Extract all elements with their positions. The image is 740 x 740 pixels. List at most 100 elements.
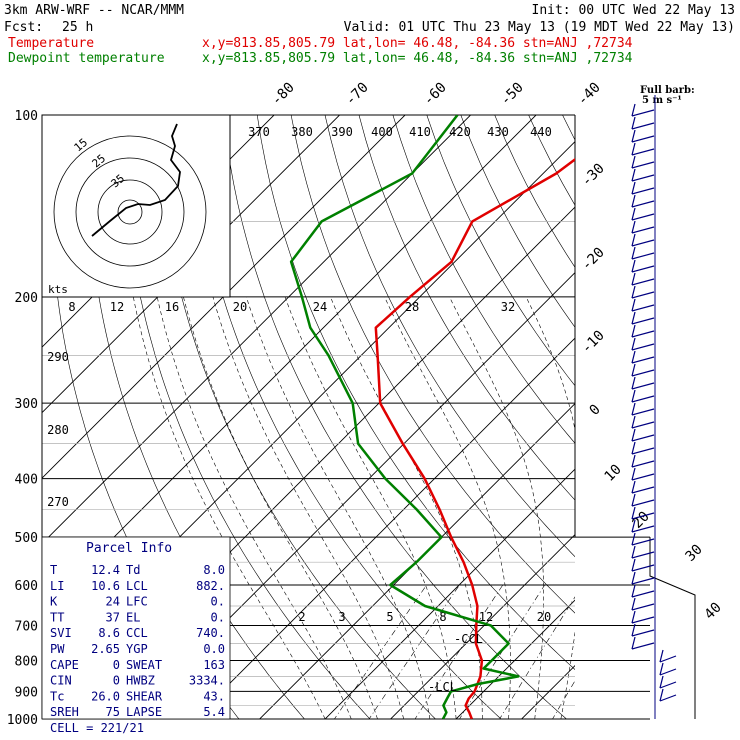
barb-flag [631, 636, 636, 650]
temperature-legend-label: Temperature [8, 36, 94, 51]
wind-barb [631, 389, 655, 403]
barb-shaft [631, 252, 655, 260]
barb-flag [631, 298, 636, 312]
wind-barb [631, 571, 655, 585]
parcel-value: 24 [106, 595, 120, 609]
wind-barb [631, 610, 655, 624]
wind-barb [631, 155, 655, 169]
barb-shaft [631, 642, 655, 650]
header: 3km ARW-WRF -- NCAR/MMM Init: 00 UTC Wed… [4, 3, 735, 66]
barb-shaft [631, 603, 655, 611]
barb-flag [631, 493, 636, 507]
hodograph-units: kts [48, 283, 68, 296]
parcel-value: 0.0 [203, 642, 225, 656]
parcel-value: 75 [106, 705, 120, 719]
theta-label: 440 [530, 125, 552, 139]
parcel-value: 5.4 [203, 705, 225, 719]
wind-barb [631, 246, 655, 260]
parcel-value: 0. [211, 595, 225, 609]
barb-flag [659, 688, 664, 702]
wind-barb [631, 298, 655, 312]
barb-shaft [631, 486, 655, 494]
valid-time: Valid: 01 UTC Thu 23 May 13 (19 MDT Wed … [344, 20, 735, 35]
theta-label: 370 [248, 125, 270, 139]
isotherm-label: 0 [587, 402, 604, 419]
isotherm-line [455, 599, 575, 719]
dry-adiabat [597, 115, 740, 732]
mixing-ratio-top-label: 24 [313, 300, 327, 314]
wind-barb [631, 597, 655, 611]
wind-barb [631, 454, 655, 468]
barb-shaft [631, 460, 655, 468]
forecast-hour: 25 h [62, 20, 93, 35]
barb-flag [631, 428, 636, 442]
parcel-value: 43. [203, 689, 225, 703]
isotherm-line [520, 664, 575, 719]
barb-shaft [631, 395, 655, 403]
wind-barb [659, 649, 677, 663]
theta-label: 430 [487, 125, 509, 139]
parcel-label: HWBZ [126, 674, 155, 688]
mixing-ratio-low-label: 2 [298, 610, 305, 624]
parcel-value: 3334. [189, 674, 225, 688]
parcel-label: SWEAT [126, 658, 162, 672]
dry-adiabat [426, 115, 575, 387]
wind-barb [631, 116, 655, 130]
moist-adiabat [613, 297, 691, 719]
theta-label: 380 [291, 125, 313, 139]
parcel-label: CIN [50, 674, 72, 688]
wind-barb [631, 376, 655, 390]
model-title: 3km ARW-WRF -- NCAR/MMM [4, 3, 184, 18]
barb-shaft [631, 421, 655, 429]
parcel-label: EL [126, 610, 140, 624]
pressure-tick-label: 200 [15, 291, 38, 306]
barb-flag [631, 116, 636, 130]
temperature-location: x,y=813.85,805.79 lat,lon= 46.48, -84.36… [202, 36, 633, 51]
isotherm-label: 10 [602, 462, 625, 485]
moist-adiabat [212, 296, 404, 719]
barb-flag [631, 545, 636, 559]
mixing-ratio-line [334, 584, 427, 719]
isotherm-label: 30 [683, 542, 706, 565]
mixing-ratio-line [459, 584, 545, 719]
mixing-ratio-top-label: 8 [68, 300, 75, 314]
barb-shaft [631, 590, 655, 598]
barb-shaft [631, 538, 655, 546]
barb-flag [631, 571, 636, 585]
barb-flag [631, 285, 636, 299]
level-markers: -LCL -CCL [428, 632, 483, 694]
mixing-ratio-top-label: 16 [165, 300, 179, 314]
pressure-tick-label: 500 [15, 531, 38, 546]
barb-flag [631, 207, 636, 221]
theta-low-label: 290 [47, 350, 69, 364]
parcel-label: K [50, 595, 58, 609]
parcel-label: SHEAR [126, 689, 163, 703]
isotherm-label: -30 [579, 161, 608, 190]
dry-adiabat [732, 115, 740, 732]
barb-flag [631, 129, 636, 143]
hodograph-frame [41, 114, 231, 298]
barb-shaft [631, 616, 655, 624]
mixing-ratio-top-label: 32 [501, 300, 515, 314]
isotherm-line [193, 337, 575, 719]
barb-flag [631, 402, 636, 416]
barb-shaft [631, 291, 655, 299]
barb-flag [631, 467, 636, 481]
barb-flag [631, 337, 636, 351]
mixing-ratio-top-label: 20 [233, 300, 247, 314]
parcel-label: YGP [126, 642, 148, 656]
dry-adiabat [392, 115, 575, 444]
barb-flag [631, 246, 636, 260]
pressure-tick-label: 300 [15, 397, 38, 412]
dry-adiabat [324, 115, 575, 558]
isotherm-label: -20 [579, 245, 608, 274]
pressure-axis: 100 200 300 400 500 600 700 800 900 1000 [7, 109, 38, 728]
parcel-label: SREH [50, 705, 79, 719]
parcel-value: 740. [196, 626, 225, 640]
barb-flag [631, 415, 636, 429]
barb-flag [659, 675, 664, 689]
dry-adiabat [664, 115, 740, 732]
barb-flag [631, 220, 636, 234]
